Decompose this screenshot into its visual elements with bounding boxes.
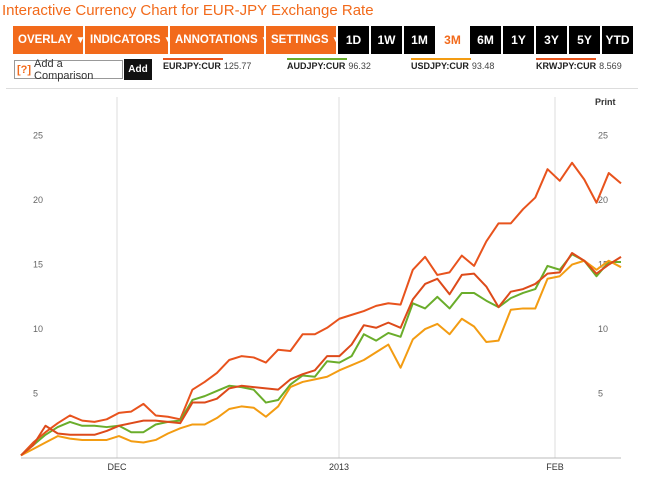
- range-1y-button[interactable]: 1Y: [503, 26, 534, 54]
- chevron-down-icon: ▼: [163, 34, 174, 46]
- chevron-down-icon: ▼: [261, 35, 271, 46]
- settings-menu-button[interactable]: SETTINGS ▼: [266, 26, 341, 54]
- chart-area: [6, 88, 638, 471]
- legend-value: 8.569: [599, 61, 622, 71]
- overlay-menu-button[interactable]: OVERLAY ▼: [13, 26, 86, 54]
- add-comparison-button[interactable]: Add: [124, 59, 152, 80]
- series-line-krwjpy: [20, 252, 622, 457]
- y-tick-label-right: 10: [598, 324, 608, 334]
- range-3m-button[interactable]: 3M: [437, 26, 468, 54]
- series-line-audjpy: [20, 253, 621, 457]
- annotations-menu-label: ANNOTATIONS: [175, 34, 258, 46]
- range-1m-button[interactable]: 1M: [404, 26, 435, 54]
- legend-item-krwjpy[interactable]: KRWJPY:CUR 8.569: [536, 58, 622, 71]
- legend-line-audjpy: [287, 58, 347, 60]
- legend-value: 125.77: [223, 61, 252, 71]
- help-icon[interactable]: [?]: [17, 63, 32, 76]
- x-tick-label: 2013: [329, 462, 349, 472]
- y-tick-label-left: 20: [33, 195, 43, 205]
- indicators-menu-button[interactable]: INDICATORS ▼: [85, 26, 173, 54]
- range-5y-button[interactable]: 5Y: [569, 26, 600, 54]
- legend-value: 96.32: [348, 61, 371, 71]
- x-tick-label: DEC: [107, 462, 127, 472]
- y-tick-label-right: 20: [598, 195, 608, 205]
- range-1d-button[interactable]: 1D: [338, 26, 369, 54]
- indicators-menu-label: INDICATORS: [90, 34, 161, 46]
- legend-line-usdjpy: [411, 58, 471, 60]
- chevron-down-icon: ▼: [331, 34, 342, 46]
- y-tick-label-left: 10: [33, 324, 43, 334]
- range-1w-button[interactable]: 1W: [371, 26, 402, 54]
- range-3y-button[interactable]: 3Y: [536, 26, 567, 54]
- comparison-placeholder: Add a Comparison: [34, 57, 94, 82]
- legend-item-eurjpy[interactable]: EURJPY:CUR 125.77: [163, 58, 252, 71]
- legend-item-usdjpy[interactable]: USDJPY:CUR 93.48: [411, 58, 495, 71]
- y-tick-label-left: 25: [33, 131, 43, 141]
- page-title: Interactive Currency Chart for EUR-JPY E…: [2, 2, 374, 19]
- y-tick-label-left: 15: [33, 260, 43, 270]
- y-tick-label-left: 5: [33, 389, 38, 399]
- legend-line-eurjpy: [163, 58, 223, 60]
- annotations-menu-button[interactable]: ANNOTATIONS▼: [170, 26, 271, 54]
- legend-item-audjpy[interactable]: AUDJPY:CUR 96.32: [287, 58, 371, 71]
- chart-toolbar: OVERLAY▼ INDICATORS▼ ANNOTATIONS▼ SETTIN…: [13, 26, 638, 54]
- x-tick-label: FEB: [546, 462, 564, 472]
- legend-symbol: KRWJPY:CUR: [536, 61, 597, 71]
- legend-line-krwjpy: [536, 58, 596, 60]
- y-tick-label-right: 5: [598, 389, 603, 399]
- series-line-eurjpy: [20, 161, 622, 457]
- range-ytd-button[interactable]: YTD: [602, 26, 633, 54]
- legend-symbol: EURJPY:CUR: [163, 61, 221, 71]
- settings-menu-label: SETTINGS: [271, 34, 329, 46]
- legend-symbol: USDJPY:CUR: [411, 61, 469, 71]
- comparison-input[interactable]: [?] Add a Comparison: [14, 57, 123, 82]
- comparison-row: [?] Add a Comparison Add: [14, 57, 152, 82]
- legend-symbol: AUDJPY:CUR: [287, 61, 346, 71]
- print-link[interactable]: Print: [595, 97, 616, 107]
- range-6m-button[interactable]: 6M: [470, 26, 501, 54]
- chevron-down-icon: ▼: [75, 34, 86, 46]
- y-tick-label-right: 25: [598, 131, 608, 141]
- series-line-usdjpy: [20, 259, 622, 457]
- legend-value: 93.48: [471, 61, 495, 71]
- overlay-menu-label: OVERLAY: [18, 34, 73, 46]
